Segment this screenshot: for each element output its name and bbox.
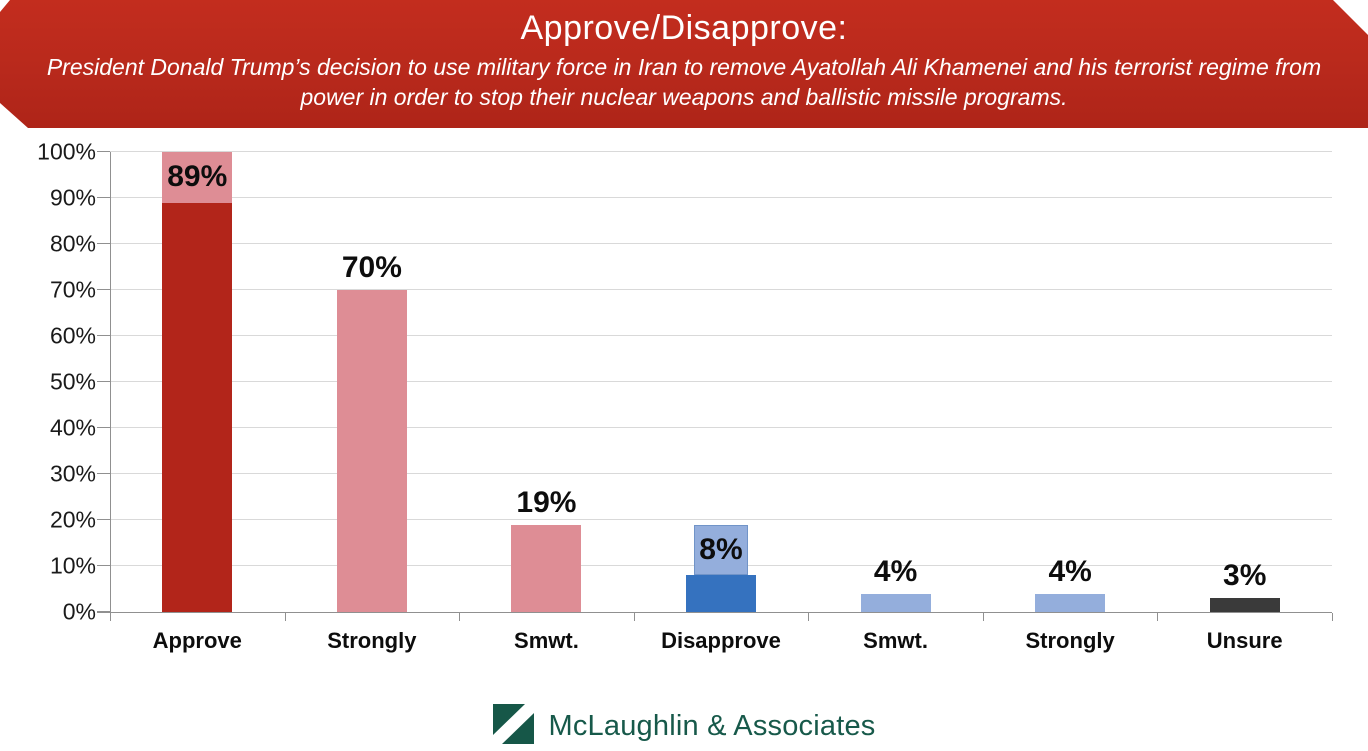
gridline [110,519,1332,520]
gridline [110,243,1332,244]
mclaughlin-logo-icon [492,704,534,749]
y-axis-labels: 0% 10% 20% 30% 40% 50% 60% 70% 80% 90% 100% [0,140,96,623]
category-tick-mark [110,613,111,621]
x-axis-category-labels: Approve Strongly Smwt. Disapprove Smwt. Stron… [110,628,1332,660]
category-tick-mark [1332,613,1333,621]
category-tick-mark [633,613,635,621]
gridline [110,197,1332,198]
y-tick-label: 70% [49,276,96,303]
category-label: Strongly [327,628,417,653]
y-tick-mark [97,335,110,336]
bar [1035,593,1106,612]
bar [162,202,233,612]
y-tick-label: 100% [37,138,96,165]
y-tick-label: 10% [49,552,96,579]
value-label: 4% [1048,554,1092,588]
plot-area: 89% 70% 19% 8% 4% 4% 3% [97,151,1332,612]
category-label: Disapprove [661,628,781,653]
y-tick-mark [97,289,110,290]
category-tick-mark [284,613,286,621]
gridline [110,381,1332,382]
bar-slot: 89% [110,152,285,612]
x-axis-line [97,612,1332,613]
y-tick-mark [97,519,110,520]
category-label: Smwt. [514,628,579,653]
header-banner: Approve/Disapprove: President Donald Tru… [0,0,1368,128]
category-tick-mark [982,613,984,621]
y-tick-label: 80% [49,230,96,257]
value-label: 70% [341,251,402,284]
bar [336,290,407,612]
y-tick-mark [97,151,110,152]
bar-slot: 4% [983,152,1158,612]
value-label: 3% [1223,559,1267,593]
gridline [110,473,1332,474]
y-axis-line [110,152,111,620]
y-tick-mark [97,565,110,566]
y-tick-mark [97,243,110,244]
y-tick-mark [97,381,110,382]
category-label: Approve [152,628,242,653]
brand-name: McLaughlin & Associates [548,710,876,742]
y-tick-mark [97,427,110,428]
gridline [110,335,1332,336]
bar-slot: 70% [285,152,460,612]
gridline [110,151,1332,152]
bar [860,593,931,612]
value-label-box: 89% [162,152,233,203]
page-title: Approve/Disapprove: [520,9,848,47]
bar [1209,598,1280,612]
category-label: Strongly [1025,628,1115,653]
y-tick-mark [97,611,110,612]
y-tick-label: 20% [49,506,96,533]
y-tick-mark [97,473,110,474]
bar-slot: 19% [459,152,634,612]
category-tick-mark [808,613,810,621]
gridline [110,427,1332,428]
y-tick-label: 90% [49,184,96,211]
y-tick-label: 30% [49,460,96,487]
y-tick-label: 0% [62,598,96,625]
bar-slot: 3% [1157,152,1332,612]
bar [685,575,756,612]
bar [511,524,582,612]
gridline [110,289,1332,290]
y-tick-label: 50% [49,368,96,395]
value-label: 19% [516,485,577,519]
value-label-box: 8% [693,524,748,576]
category-label: Smwt. [863,628,928,653]
bar-slot: 8% [634,152,809,612]
bar-slot: 4% [808,152,983,612]
page-subtitle: President Donald Trump’s decision to use… [46,54,1322,110]
category-tick-mark [459,613,461,621]
category-label: Unsure [1206,628,1283,653]
y-tick-mark [97,197,110,198]
value-label: 4% [873,554,918,588]
footer-brand: McLaughlin & Associates [0,702,1368,751]
y-tick-label: 60% [49,322,96,349]
category-tick-mark [1157,613,1159,621]
y-tick-label: 40% [49,414,96,441]
